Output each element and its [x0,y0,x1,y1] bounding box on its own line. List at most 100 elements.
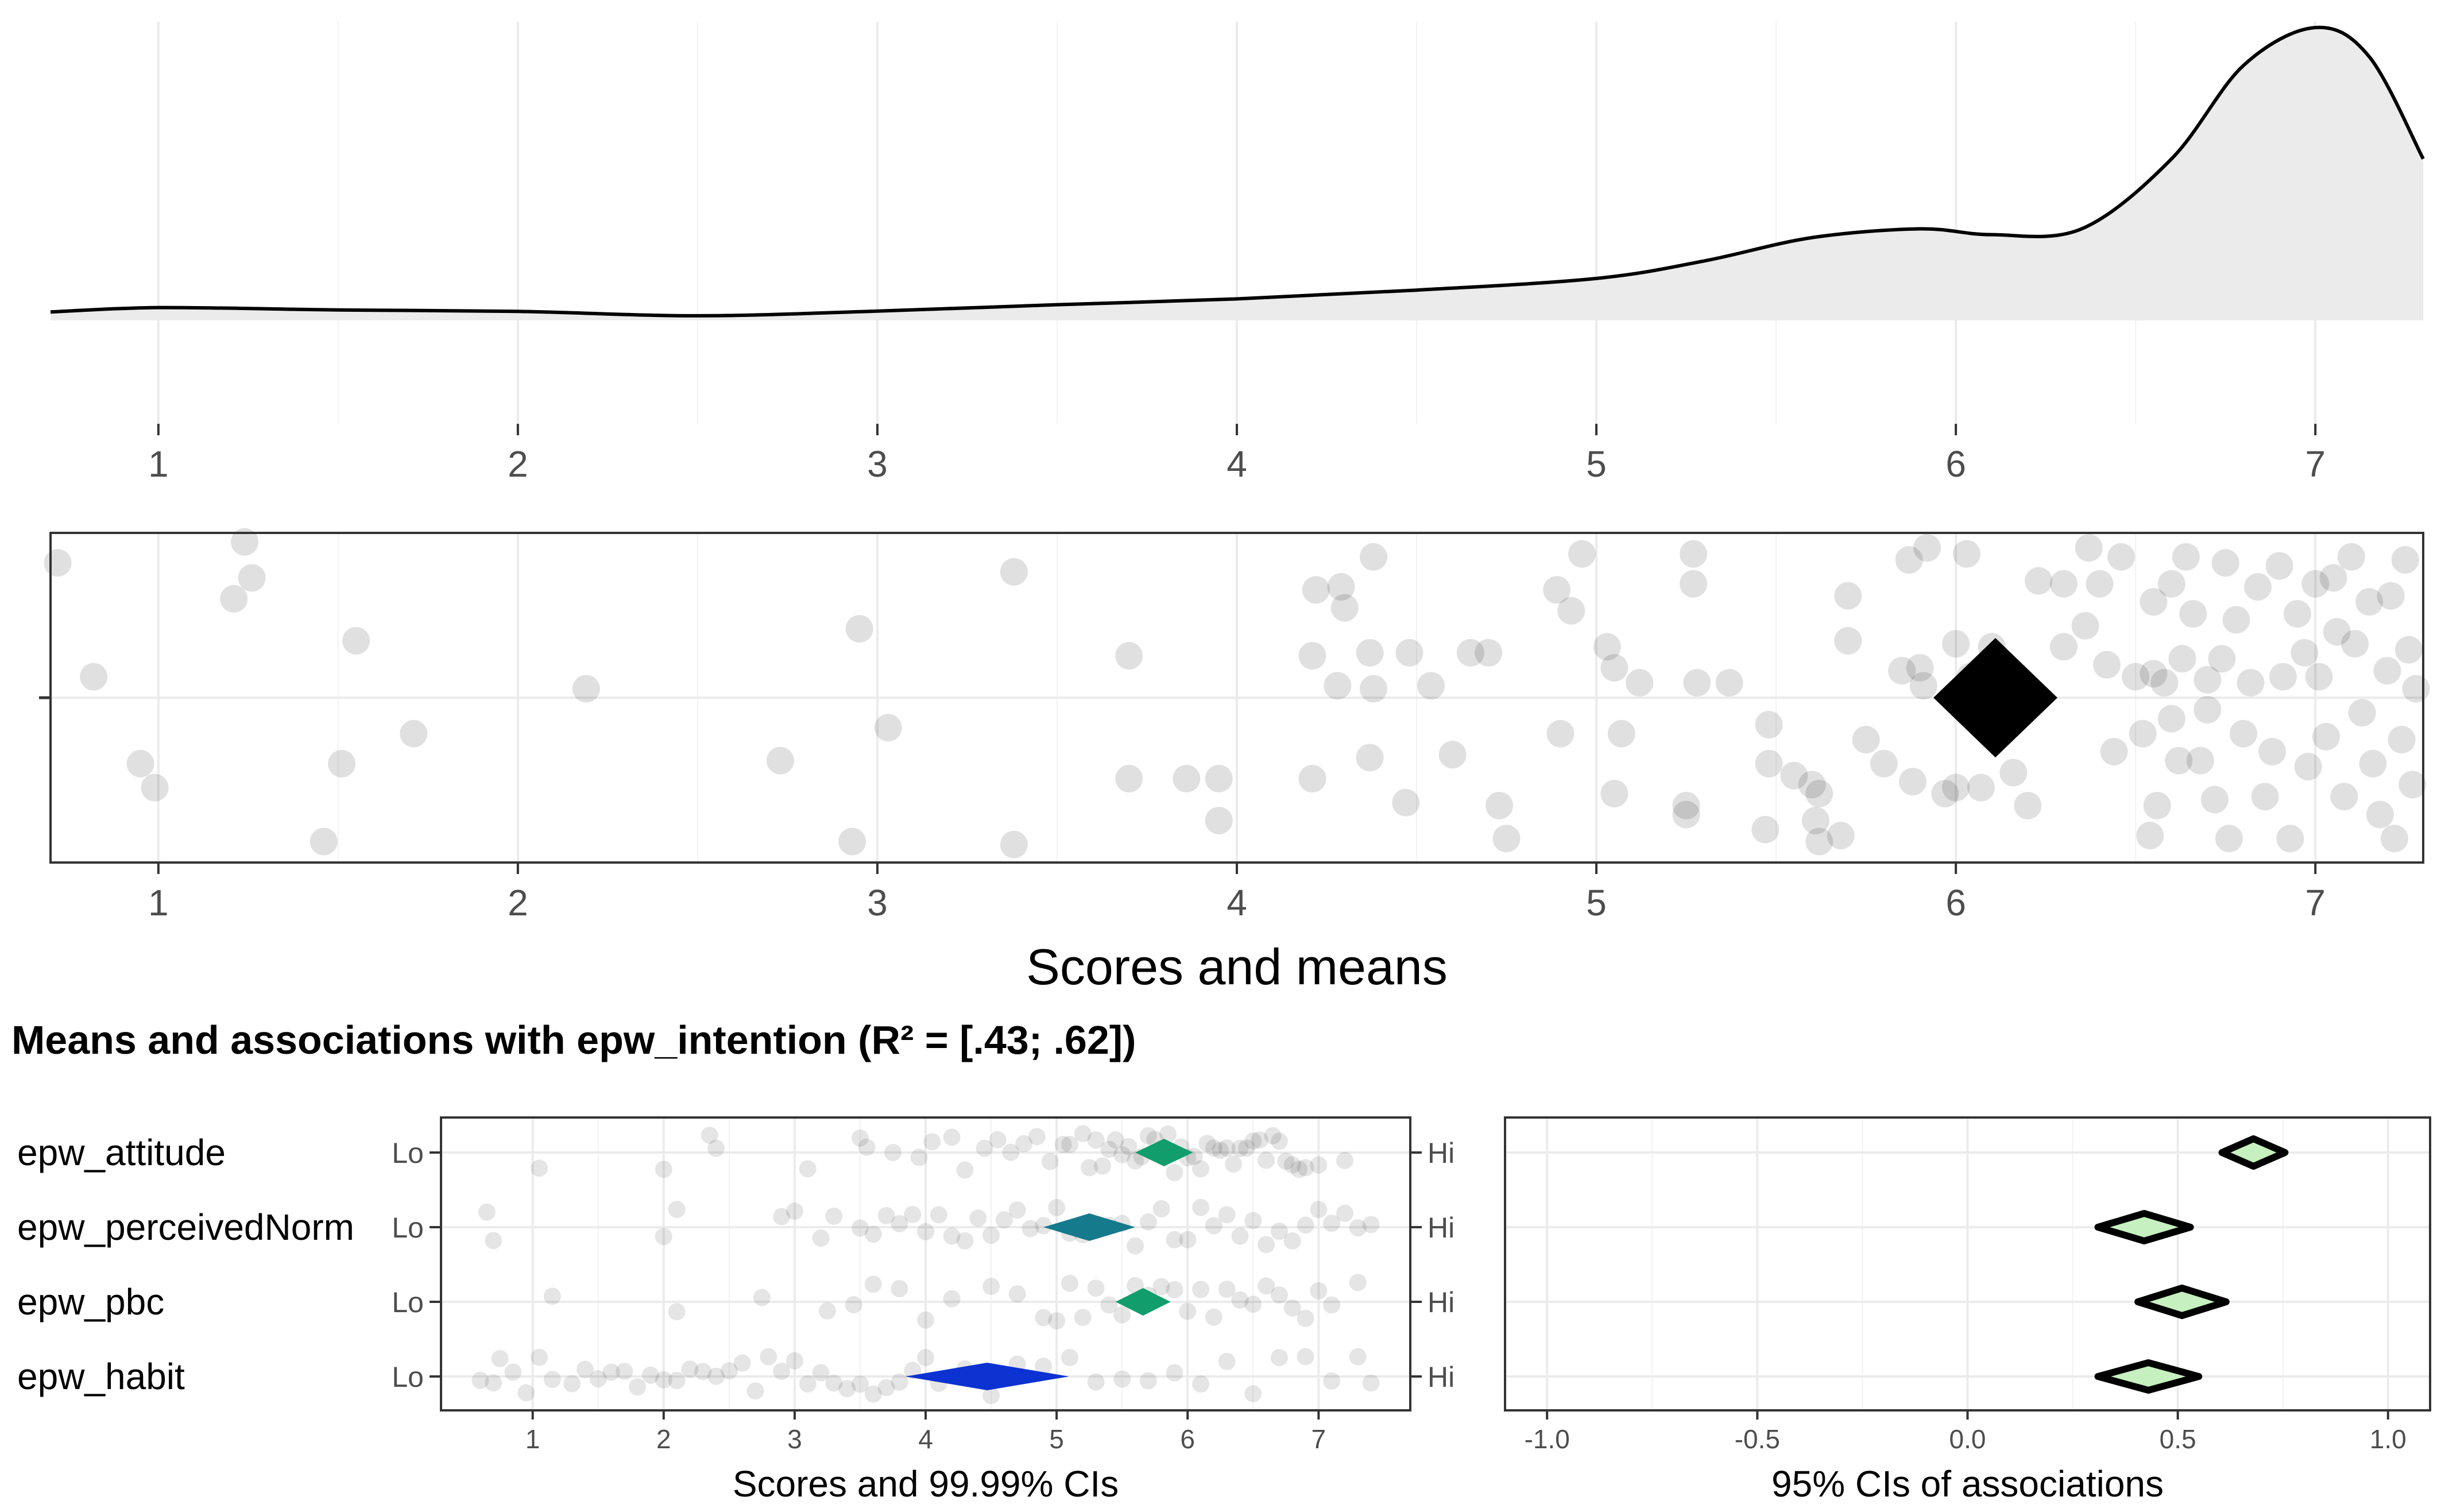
score-point [1277,1153,1295,1170]
score-point [2301,570,2330,598]
score-point [2265,552,2293,580]
score-point [2136,822,2164,850]
score-point [1310,1201,1328,1219]
anchor-low-label: Lo [392,1286,424,1318]
score-point [2186,747,2214,775]
score-point [956,1161,974,1179]
score-point [1999,759,2028,787]
score-point [1166,1364,1183,1382]
score-point [2157,570,2185,598]
score-point [2391,546,2419,574]
score-point [2100,737,2128,765]
scores-and-means-x-axis-title: Scores and means [1026,938,1448,995]
score-point [400,720,428,748]
score-point [976,1139,993,1157]
score-point [786,1352,803,1370]
score-point [1600,653,1628,682]
score-point [766,747,794,775]
score-point [141,774,169,802]
score-point [1852,726,1880,754]
score-point [543,1287,561,1305]
score-point [1159,1125,1177,1143]
density-x-tick-label: 2 [508,443,528,485]
score-point [1061,1348,1078,1366]
score-point [799,1375,817,1393]
score-point [2291,639,2319,667]
score-point [1672,791,1700,819]
score-point [760,1348,777,1366]
score-point [864,1385,882,1403]
score-point [2294,753,2322,781]
score-point [1395,639,1423,667]
scores-and-cis-x-tick-label: 5 [1049,1424,1064,1454]
score-point [1192,1198,1210,1216]
score-point [917,1311,934,1329]
scores-and-cis-x-tick-label: 1 [525,1424,540,1454]
score-point [1751,815,1780,844]
score-point [1061,1136,1078,1154]
score-point [891,1215,908,1232]
scores-and-means-panel: 1 2 3 4 5 6 7 Scores and means [39,528,2430,995]
score-point [1100,1296,1118,1314]
score-point [1218,1206,1236,1224]
score-point [310,827,338,856]
score-point [1298,764,1326,792]
scores-and-means-x-axis: 1 2 3 4 5 6 7 [148,863,2326,923]
score-point [2305,663,2333,691]
score-point [1022,1220,1039,1238]
score-point [1805,827,1833,856]
score-point [1087,1279,1105,1297]
anchor-high-label: Hi [1428,1212,1454,1244]
item-label: epw_habit [17,1356,185,1397]
score-point [1898,768,1927,796]
score-point [1015,1135,1033,1153]
score-point [1302,576,1330,604]
score-point [1362,1216,1380,1233]
score-point [1270,1286,1288,1304]
score-point [1061,1274,1078,1292]
score-point [1231,1140,1249,1158]
score-point [1258,1151,1275,1169]
score-point [1942,630,1970,658]
score-point [602,1363,620,1381]
score-point [1173,764,1201,792]
scores-and-means-x-tick-label: 4 [1227,882,1247,923]
scores-and-cis-x-axis: 1 2 3 4 5 6 7 [525,1410,1326,1454]
associations-x-tick-label: 1.0 [2370,1424,2407,1454]
score-point [668,1201,686,1219]
score-point [799,1160,817,1178]
score-point [891,1280,908,1298]
score-point [753,1289,771,1306]
score-point [2093,651,2121,679]
score-point [2071,612,2099,640]
score-point [668,1303,686,1321]
scores-and-means-points [44,528,2430,859]
density-panel: 1 2 3 4 5 6 7 [50,22,2425,485]
score-point [2165,747,2193,775]
scores-and-means-x-tick-label: 7 [2305,882,2326,923]
anchor-high-label: Hi [1428,1137,1454,1169]
score-point [1087,1373,1105,1391]
score-point [2244,573,2272,601]
score-point [1115,764,1143,792]
score-point [1672,801,1700,829]
score-point [1298,641,1326,670]
score-point [1356,639,1384,667]
score-point [1093,1157,1111,1175]
score-point [1270,1132,1288,1150]
score-point [2355,588,2384,616]
score-point [563,1375,581,1393]
score-point [1115,641,1143,670]
score-point [1179,1231,1197,1248]
score-point [910,1148,928,1166]
score-point [904,1205,922,1223]
score-point [891,1373,908,1391]
association-diamonds [2094,1135,2289,1394]
score-point [982,1387,1000,1405]
score-point [989,1131,1007,1148]
score-point [2366,801,2394,829]
associations-x-axis-title: 95% CIs of associations [1771,1463,2164,1505]
scores-and-cis-x-tick-label: 2 [656,1424,671,1454]
score-point [2229,720,2257,748]
score-point [1035,1358,1053,1375]
